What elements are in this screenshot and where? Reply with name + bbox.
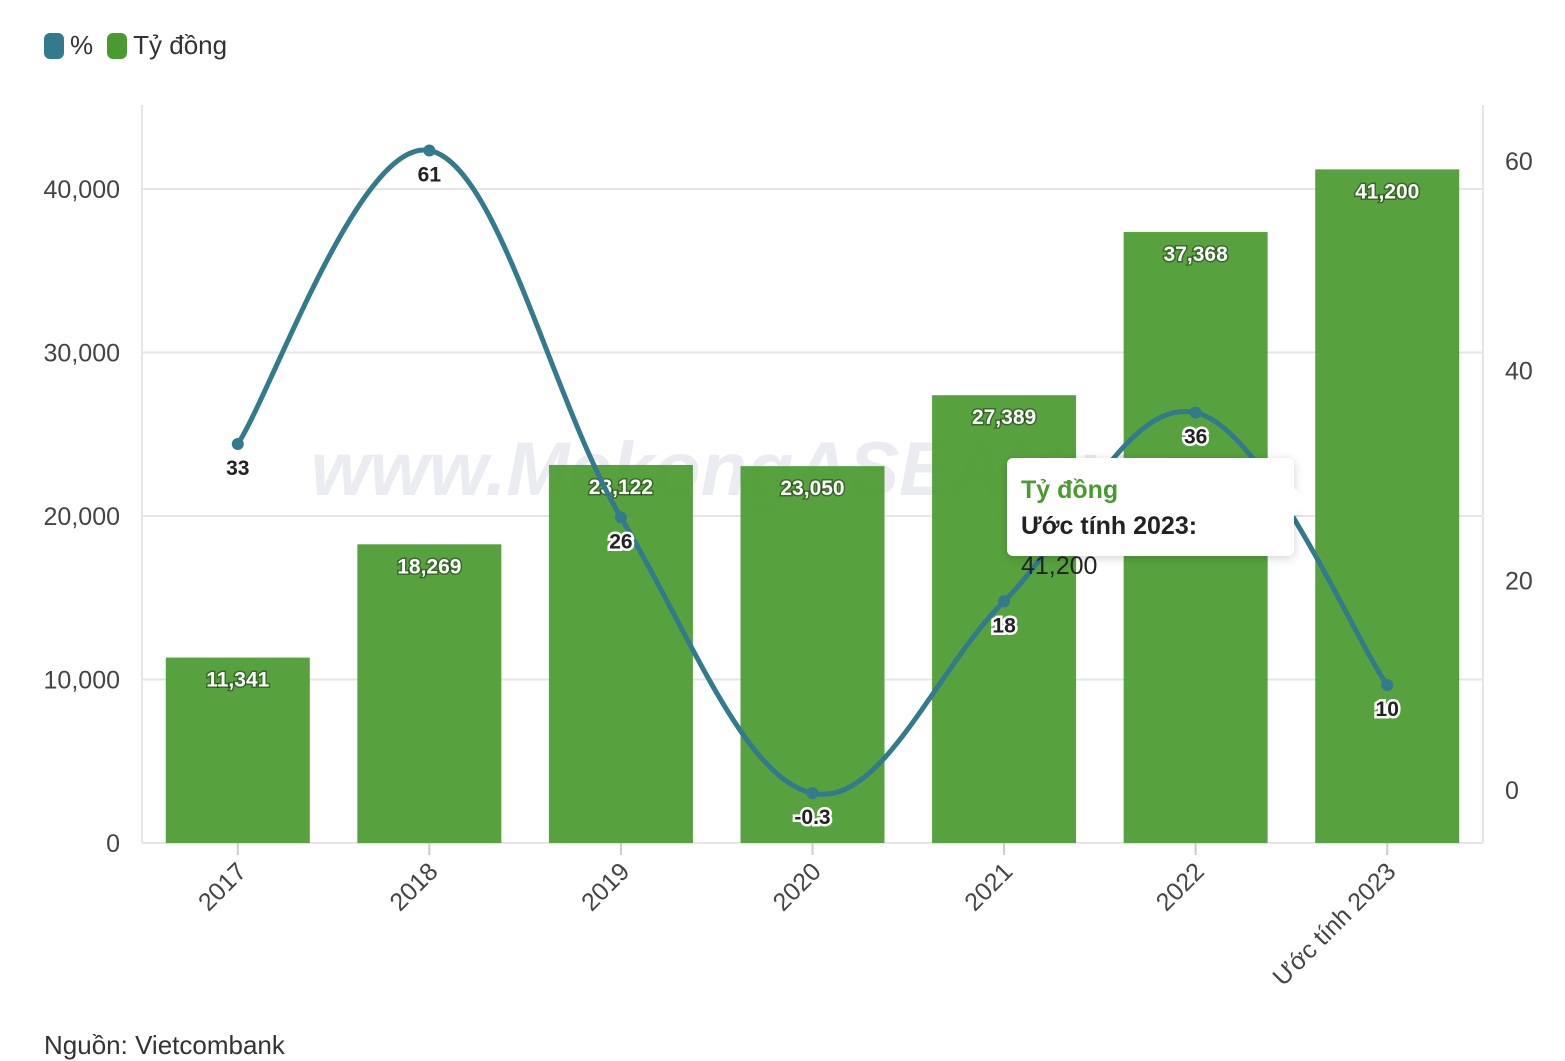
tooltip-row: Ước tính 2023: 41,200 <box>1021 506 1280 586</box>
line-data-label: 61 <box>418 164 442 187</box>
bar-data-label: 23,050 <box>780 477 844 500</box>
bar-data-label: 27,389 <box>972 406 1036 429</box>
line-point <box>806 787 819 800</box>
bar-data-label: 11,341 <box>206 669 269 692</box>
bar-data-label: 41,200 <box>1355 180 1419 203</box>
y-right-tick-label: 20 <box>1505 567 1533 595</box>
y-left-tick-label: 20,000 <box>44 503 120 531</box>
bar-data-label: 37,368 <box>1164 243 1229 266</box>
tooltip-value: 41,200 <box>1021 552 1098 580</box>
tooltip-series: Tỷ đồng <box>1021 476 1119 504</box>
line-point <box>423 144 436 157</box>
y-left-tick-label: 0 <box>106 830 120 858</box>
y-left-tick-label: 10,000 <box>44 667 120 695</box>
tooltip-category: Ước tính 2023: <box>1021 512 1198 540</box>
line-data-label: 33 <box>226 457 249 480</box>
combo-chart: 0 10,000 20,000 30,000 40,000 0 20 40 60 2017 2018… <box>44 105 1533 991</box>
x-tick-label: Ước tính 2023 <box>1267 857 1401 991</box>
x-tick-label: 2019 <box>576 857 635 916</box>
bar <box>357 544 502 843</box>
legend-item-percent[interactable]: % <box>44 30 93 61</box>
line-point <box>231 438 244 451</box>
y-left-tick-label: 40,000 <box>44 176 120 204</box>
line-point <box>1381 679 1394 692</box>
line-data-label: -0.3 <box>794 806 830 829</box>
chart-tooltip: Tỷ đồng Ước tính 2023: 41,200 <box>1007 458 1308 580</box>
x-tick-label: 2022 <box>1151 857 1210 916</box>
line-data-label: 36 <box>1184 426 1207 449</box>
line-data-label: 26 <box>609 530 632 553</box>
x-tick-label: 2018 <box>384 857 443 916</box>
legend-label-percent: % <box>70 30 94 60</box>
x-tick-label: 2021 <box>959 857 1018 916</box>
legend-swatch-percent <box>44 32 64 59</box>
y-right-tick-label: 0 <box>1505 777 1519 805</box>
legend-item-ty-dong[interactable]: Tỷ đồng <box>107 30 227 61</box>
line-point <box>998 595 1011 608</box>
x-tick-label: 2017 <box>193 857 252 916</box>
legend-label-ty-dong: Tỷ đồng <box>133 30 228 60</box>
x-tick-label: 2020 <box>768 857 827 916</box>
line-point <box>614 511 627 524</box>
bar <box>740 466 885 843</box>
chart-legend: % Tỷ đồng <box>44 30 227 61</box>
bar <box>548 464 693 843</box>
y-right-tick-label: 40 <box>1505 358 1533 386</box>
y-right-tick-label: 60 <box>1505 148 1533 176</box>
line-data-label: 10 <box>1376 698 1399 721</box>
bar <box>165 657 310 843</box>
bar-data-label: 18,269 <box>397 555 461 578</box>
line-data-label: 18 <box>992 614 1016 637</box>
y-left-tick-label: 30,000 <box>44 340 120 368</box>
line-point <box>1189 406 1202 419</box>
legend-swatch-ty-dong <box>107 32 128 59</box>
bar <box>1315 169 1460 843</box>
